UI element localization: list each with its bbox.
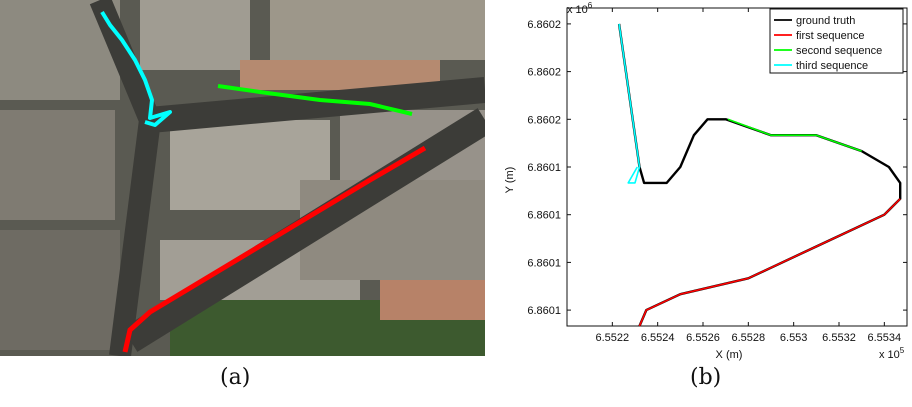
x-tick-label: 6.5524 — [641, 332, 675, 344]
series-line-3 — [727, 118, 862, 152]
x-axis-label: X (m) — [716, 349, 743, 361]
x-tick-label: 6.5532 — [822, 332, 856, 344]
x-tick-label: 6.5522 — [596, 332, 630, 344]
series-layer — [617, 23, 902, 327]
y-ticks: 6.8601 6.8601 6.8601 6.8601 6.8602 6.8602 6.86… — [527, 19, 907, 317]
legend-label: first sequence — [796, 30, 864, 42]
x-exponent: x 105 — [879, 346, 905, 361]
y-exponent: x 106 — [567, 1, 593, 16]
y-tick-label: 6.8602 — [527, 19, 561, 31]
series-line-2 — [638, 198, 901, 327]
aerial-second-trajectory — [217, 84, 413, 116]
caption-b: (b) — [690, 365, 722, 390]
aerial-first-trajectory — [122, 145, 427, 353]
legend-label: third sequence — [796, 60, 868, 72]
y-tick-label: 6.8602 — [527, 67, 561, 79]
y-axis-label: Y (m) — [504, 167, 516, 194]
aerial-third-trajectory — [100, 10, 172, 127]
series-line-4 — [618, 23, 641, 184]
y-tick-label: 6.8601 — [527, 210, 561, 222]
y-tick-label: 6.8601 — [527, 305, 561, 317]
x-tick-label: 6.5526 — [686, 332, 720, 344]
x-ticks: 6.5522 6.5524 6.5526 6.5528 6.553 6.5532 6.553… — [596, 8, 902, 344]
trajectory-plot: 6.5522 6.5524 6.5526 6.5528 6.553 6.5532 6.553… — [504, 1, 908, 361]
y-tick-label: 6.8602 — [527, 114, 561, 126]
caption-a: (a) — [220, 365, 251, 390]
legend-box — [769, 8, 904, 74]
y-tick-label: 6.8601 — [527, 162, 561, 174]
x-tick-label: 6.5528 — [732, 332, 766, 344]
x-tick-label: 6.553 — [780, 332, 808, 344]
legend-label: second sequence — [796, 45, 882, 57]
legend-label: ground truth — [796, 15, 855, 27]
y-tick-label: 6.8601 — [527, 257, 561, 269]
aerial-image — [0, 0, 485, 356]
x-tick-label: 6.5534 — [868, 332, 902, 344]
legend: ground truth first sequence second sequenc… — [769, 8, 904, 74]
